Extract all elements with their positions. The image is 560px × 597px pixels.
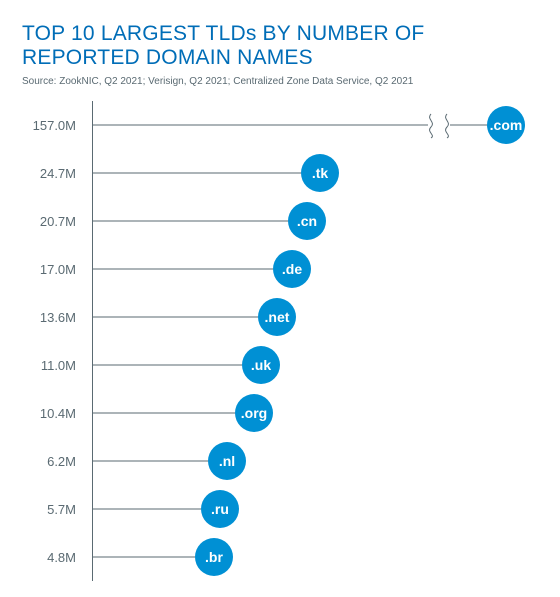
value-label: 17.0M (22, 262, 84, 277)
chart-row: 11.0M .uk (22, 341, 538, 389)
row-track: .nl (92, 437, 538, 485)
lollipop-stem (92, 173, 301, 174)
chart-row: 17.0M .de (22, 245, 538, 293)
row-track: .tk (92, 149, 538, 197)
tld-dot: .nl (208, 442, 246, 480)
row-track: .br (92, 533, 538, 581)
value-label: 157.0M (22, 118, 84, 133)
chart-row: 157.0M .com (22, 101, 538, 149)
source-line: Source: ZookNIC, Q2 2021; Verisign, Q2 2… (22, 76, 538, 87)
lollipop-chart: 157.0M .com 24.7M .tk 20.7M .cn 17.0M .de 13.6M.… (22, 101, 538, 581)
lollipop-stem (92, 461, 208, 462)
row-track: .net (92, 293, 538, 341)
chart-row: 6.2M .nl (22, 437, 538, 485)
value-label: 13.6M (22, 310, 84, 325)
row-track: .de (92, 245, 538, 293)
tld-dot: .net (258, 298, 296, 336)
chart-row: 10.4M .org (22, 389, 538, 437)
tld-dot: .org (235, 394, 273, 432)
tld-dot: .tk (301, 154, 339, 192)
chart-row: 4.8M .br (22, 533, 538, 581)
chart-row: 24.7M .tk (22, 149, 538, 197)
tld-dot: .com (487, 106, 525, 144)
tld-dot: .de (273, 250, 311, 288)
value-label: 4.8M (22, 550, 84, 565)
chart-title: TOP 10 LARGEST TLDs BY NUMBER OF REPORTE… (22, 22, 538, 70)
value-label: 5.7M (22, 502, 84, 517)
lollipop-stem (92, 365, 242, 366)
lollipop-stem (92, 509, 201, 510)
chart-row: 20.7M .cn (22, 197, 538, 245)
tld-dot: .br (195, 538, 233, 576)
row-track: .org (92, 389, 538, 437)
row-track: .com (92, 101, 538, 149)
value-label: 11.0M (22, 358, 84, 373)
chart-row: 13.6M .net (22, 293, 538, 341)
row-track: .uk (92, 341, 538, 389)
value-label: 20.7M (22, 214, 84, 229)
tld-dot: .ru (201, 490, 239, 528)
tld-dot: .cn (288, 202, 326, 240)
lollipop-stem (92, 269, 273, 270)
tld-dot: .uk (242, 346, 280, 384)
lollipop-stem (92, 125, 487, 126)
lollipop-stem (92, 221, 288, 222)
lollipop-stem (92, 557, 195, 558)
row-track: .cn (92, 197, 538, 245)
row-track: .ru (92, 485, 538, 533)
lollipop-stem (92, 413, 235, 414)
chart-container: TOP 10 LARGEST TLDs BY NUMBER OF REPORTE… (0, 0, 560, 591)
value-label: 6.2M (22, 454, 84, 469)
value-label: 10.4M (22, 406, 84, 421)
value-label: 24.7M (22, 166, 84, 181)
chart-row: 5.7M .ru (22, 485, 538, 533)
lollipop-stem (92, 317, 258, 318)
